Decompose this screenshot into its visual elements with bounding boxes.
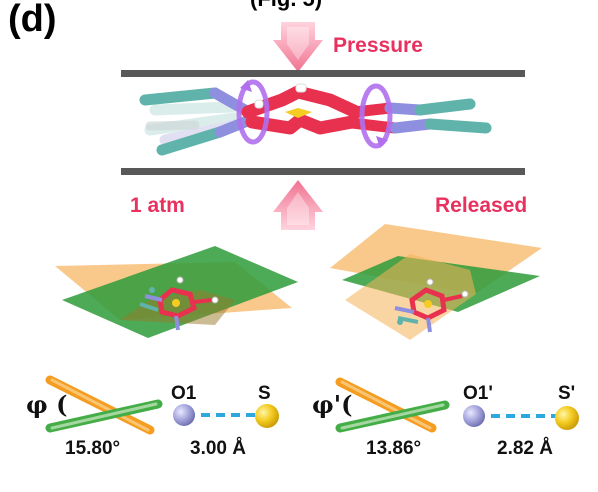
right-angle-value: 13.86° — [366, 438, 422, 459]
pressure-arrow-down — [273, 22, 323, 72]
cut-off-title: (Fig. 5) — [250, 0, 322, 12]
left-angle-glyph — [45, 375, 163, 435]
left-angle-value: 15.80° — [65, 438, 121, 459]
left-atom-2: S — [258, 383, 271, 404]
right-planes — [330, 224, 542, 340]
left-planes — [55, 246, 298, 338]
panel-label: (d) — [8, 0, 57, 40]
left-angle-symbol: φ ( — [26, 390, 68, 419]
right-rotation-arrow — [359, 83, 393, 149]
right-sulfur-atom — [555, 406, 579, 430]
bottom-plate — [121, 168, 525, 175]
right-oxygen-atom — [463, 405, 485, 427]
left-oxygen-atom — [173, 404, 195, 426]
right-distance-value: 2.82 Å — [497, 438, 553, 459]
compressed-molecule — [139, 79, 492, 156]
left-rotation-arrow — [236, 79, 270, 145]
left-state-label: 1 atm — [130, 194, 185, 217]
right-molecule — [394, 278, 469, 333]
left-atom-1: O1 — [171, 383, 197, 404]
top-plate — [121, 70, 525, 77]
left-distance-value: 3.00 Å — [190, 438, 246, 459]
pressure-arrow-up — [273, 180, 323, 230]
right-atom-1: O1' — [463, 383, 493, 404]
pressure-label: Pressure — [333, 34, 423, 57]
right-angle-glyph — [335, 377, 450, 433]
right-state-label: Released — [435, 194, 528, 217]
left-sulfur-atom — [255, 404, 279, 428]
left-molecule — [139, 276, 219, 331]
right-atom-2: S' — [558, 383, 576, 404]
right-distance-glyph — [463, 405, 579, 430]
left-distance-glyph — [173, 404, 279, 428]
right-angle-symbol: φ'( — [312, 390, 353, 419]
